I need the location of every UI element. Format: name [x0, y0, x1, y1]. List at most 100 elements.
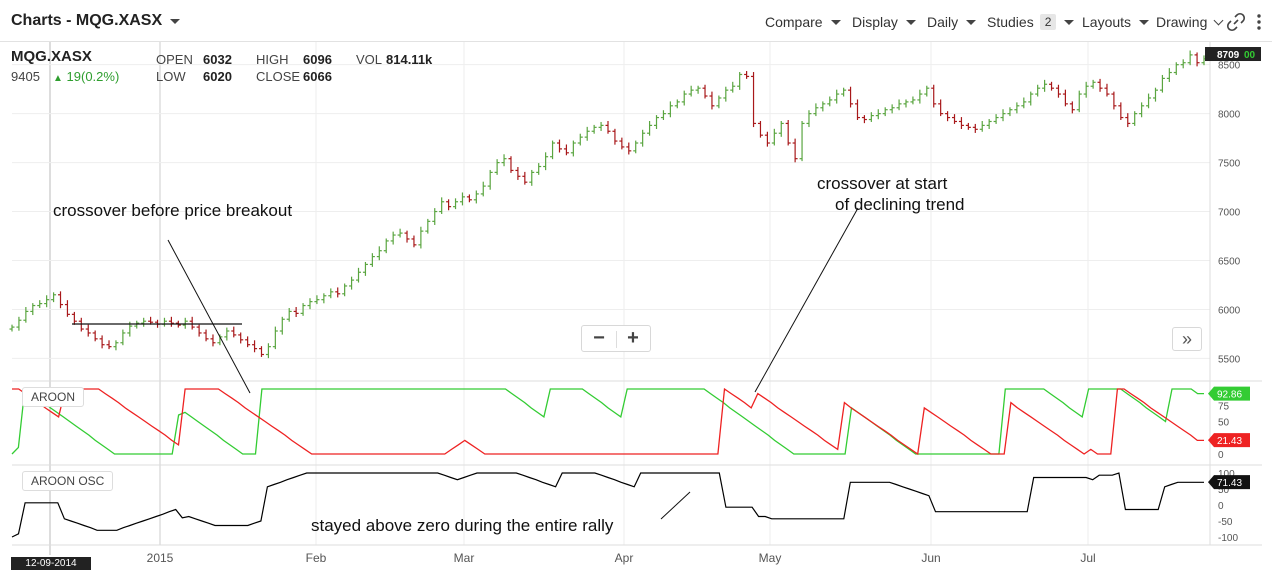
price-bar	[605, 120, 611, 134]
aroon-up-value-label: 92.86	[1217, 390, 1242, 401]
price-bar	[584, 126, 590, 141]
interval-menu[interactable]: Daily	[927, 14, 977, 30]
price-bar	[598, 121, 604, 131]
price-bar	[1104, 83, 1110, 97]
zoom-control: − +	[581, 325, 651, 352]
x-tick-label: Mar	[454, 551, 475, 565]
legend-symbol: MQG.XASX	[11, 48, 92, 65]
display-label: Display	[852, 14, 898, 30]
price-bar	[1173, 62, 1179, 75]
x-tick-label: Feb	[306, 551, 327, 565]
open-value: 6032	[203, 52, 232, 67]
price-bar	[1180, 59, 1186, 69]
zoom-in-button[interactable]: +	[627, 327, 639, 349]
price-bar	[51, 292, 57, 303]
price-bar	[1069, 101, 1075, 114]
price-tick-label: 6000	[1218, 305, 1241, 316]
price-bar	[654, 115, 660, 130]
price-bar	[1035, 84, 1041, 97]
compare-menu[interactable]: Compare	[765, 14, 841, 30]
osc-tick-label: -50	[1218, 517, 1233, 528]
drawing-menu[interactable]: Drawing	[1156, 14, 1224, 30]
price-bar	[854, 99, 860, 121]
price-bar	[1076, 90, 1082, 113]
price-bar	[258, 346, 264, 357]
chevron-down-icon	[170, 18, 181, 24]
price-bar	[702, 84, 708, 99]
layouts-menu[interactable]: Layouts	[1082, 14, 1150, 30]
price-bar	[827, 96, 833, 107]
up-arrow-icon: ▲	[53, 73, 63, 84]
x-tick-label: 2015	[147, 551, 174, 565]
price-bar	[1083, 81, 1089, 98]
link-icon[interactable]	[1226, 12, 1246, 32]
price-bar	[335, 287, 341, 298]
price-bar	[751, 72, 757, 128]
price-bar	[972, 123, 978, 133]
high-label: HIGH	[256, 52, 289, 67]
legend-low-value: 6020	[203, 69, 232, 84]
annotation-crossover-decline-line1: crossover at start	[817, 174, 948, 193]
price-bar	[1049, 81, 1055, 91]
price-bar	[550, 140, 556, 160]
price-tick-label: 5500	[1218, 354, 1241, 365]
price-bar	[522, 171, 528, 185]
zoom-out-button[interactable]: −	[593, 327, 605, 349]
price-bar	[889, 104, 895, 114]
price-bar	[744, 71, 750, 79]
price-bar	[924, 85, 930, 97]
user-drawings	[72, 207, 859, 520]
annotation-crossover-breakout: crossover before price breakout	[53, 201, 293, 220]
vol-value: 814.11k	[386, 52, 433, 67]
price-bar	[189, 316, 195, 330]
aroon-up-value-tag	[1208, 386, 1250, 401]
price-bar	[910, 96, 916, 105]
price-bar	[106, 340, 112, 350]
price-bar	[515, 167, 521, 180]
price-bar	[1187, 50, 1193, 66]
display-menu[interactable]: Display	[852, 14, 916, 30]
legend-change-value: 19(0.2%)	[66, 69, 120, 84]
price-bar	[1028, 91, 1034, 106]
price-bar	[16, 316, 22, 331]
price-bar	[99, 335, 105, 349]
price-bar	[252, 340, 258, 353]
price-bar	[931, 84, 937, 108]
scroll-to-latest-button[interactable]: »	[1172, 327, 1202, 351]
price-bar	[265, 343, 271, 359]
legend-open: OPEN	[156, 52, 193, 67]
price-bar	[58, 291, 64, 309]
price-bar	[1097, 78, 1103, 92]
price-bar	[1090, 79, 1096, 89]
price-bar	[432, 208, 438, 225]
studies-label: Studies	[987, 14, 1034, 30]
last-price-tag	[1205, 47, 1261, 62]
chevron-down-icon	[1064, 19, 1075, 25]
price-bar	[785, 120, 791, 146]
legend-high-value: 6096	[303, 52, 332, 67]
legend-high: HIGH	[256, 52, 289, 67]
legend-vol: VOL	[356, 52, 382, 67]
aroon-osc-pane-label[interactable]: AROON OSC	[22, 471, 114, 491]
price-bar	[570, 140, 576, 157]
chart-grid	[12, 42, 1210, 555]
osc-tick-label: 0	[1218, 501, 1224, 512]
price-bar	[1132, 111, 1138, 126]
aroon-tick-label: 75	[1218, 401, 1230, 412]
price-bar	[979, 120, 985, 132]
legend-secondary-number: 9405	[11, 69, 40, 84]
price-bar	[730, 81, 736, 93]
price-bar	[141, 317, 147, 327]
price-bar	[466, 194, 472, 203]
price-bar	[1055, 84, 1061, 98]
chart-title-dropdown[interactable]: Charts - MQG.XASX	[11, 12, 181, 30]
interval-label: Daily	[927, 14, 959, 30]
more-options-icon[interactable]	[1252, 12, 1266, 32]
aroon-pane-label[interactable]: AROON	[22, 387, 85, 407]
price-bar	[64, 300, 70, 317]
price-tick-label: 7500	[1218, 159, 1241, 170]
studies-menu[interactable]: Studies 2	[987, 14, 1075, 30]
price-bar	[245, 336, 251, 348]
legend-vol-value: 814.11k	[386, 52, 432, 67]
